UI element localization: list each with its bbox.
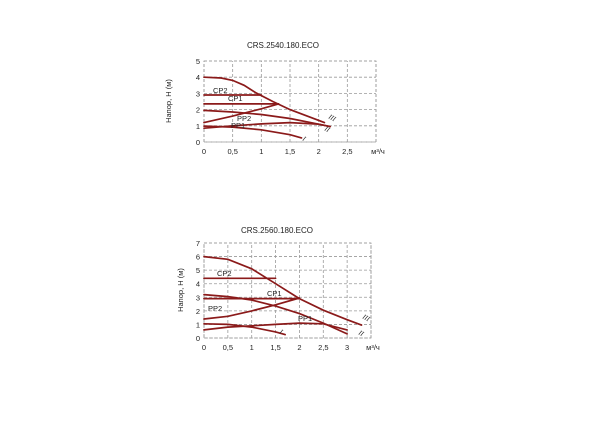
x-tick-label: 1,5 xyxy=(270,343,280,352)
series-curve-pp1 xyxy=(203,322,348,331)
x-tick-label: 1 xyxy=(250,343,254,352)
y-tick-label: 1 xyxy=(196,320,200,329)
y-axis-label: Напор, H (м) xyxy=(164,79,173,123)
x-tick-label: 2 xyxy=(317,147,321,156)
speed-label: III xyxy=(360,312,372,323)
speed-label: I xyxy=(300,134,307,143)
x-axis-label: м³/ч xyxy=(371,147,385,156)
x-tick-label: 0,5 xyxy=(227,147,237,156)
plot-frame xyxy=(203,242,372,339)
x-tick-label: 0 xyxy=(202,147,206,156)
y-tick-label: 3 xyxy=(196,89,200,98)
series-curve-pp2 xyxy=(203,297,301,320)
curve-label: PP1 xyxy=(231,121,245,130)
x-tick-label: 2,5 xyxy=(318,343,328,352)
y-tick-label: 2 xyxy=(196,307,200,316)
y-tick-label: 4 xyxy=(196,73,200,82)
x-axis-label: м³/ч xyxy=(366,343,380,352)
y-tick-label: 0 xyxy=(196,334,200,343)
y-tick-label: 6 xyxy=(196,253,200,262)
x-tick-label: 2 xyxy=(297,343,301,352)
plot-frame xyxy=(203,60,377,143)
curve-label: CP2 xyxy=(217,269,232,278)
series-curve-iii xyxy=(203,255,363,326)
x-tick-label: 0 xyxy=(202,343,206,352)
x-tick-label: 3 xyxy=(345,343,349,352)
curve-label: PP2 xyxy=(208,304,222,313)
chart-title: CRS.2560.180.ECO xyxy=(241,226,313,235)
y-tick-label: 7 xyxy=(196,239,200,248)
y-tick-label: 3 xyxy=(196,293,200,302)
y-tick-label: 1 xyxy=(196,122,200,131)
curve-label: PP1 xyxy=(298,314,312,323)
series-curve-iii xyxy=(203,76,326,124)
series-curve-i xyxy=(203,125,303,139)
curve-label: PP2 xyxy=(237,114,251,123)
speed-label: I xyxy=(277,327,284,336)
x-tick-label: 0,5 xyxy=(223,343,233,352)
y-tick-label: 5 xyxy=(196,57,200,66)
curve-label: CP1 xyxy=(267,289,282,298)
x-tick-label: 1 xyxy=(259,147,263,156)
series-curve-i xyxy=(203,322,286,336)
y-tick-label: 5 xyxy=(196,266,200,275)
y-axis-label: Напор, H (м) xyxy=(176,268,185,312)
x-tick-label: 2,5 xyxy=(342,147,352,156)
chart-title: CRS.2540.180.ECO xyxy=(247,41,319,50)
curve-label: CP1 xyxy=(228,94,243,103)
speed-label: III xyxy=(326,112,338,123)
speed-label: II xyxy=(322,124,331,134)
y-tick-label: 4 xyxy=(196,280,200,289)
curve-label: CP2 xyxy=(213,86,228,95)
y-tick-label: 0 xyxy=(196,138,200,147)
y-tick-label: 2 xyxy=(196,106,200,115)
speed-label: II xyxy=(356,328,365,338)
x-tick-label: 1,5 xyxy=(285,147,295,156)
